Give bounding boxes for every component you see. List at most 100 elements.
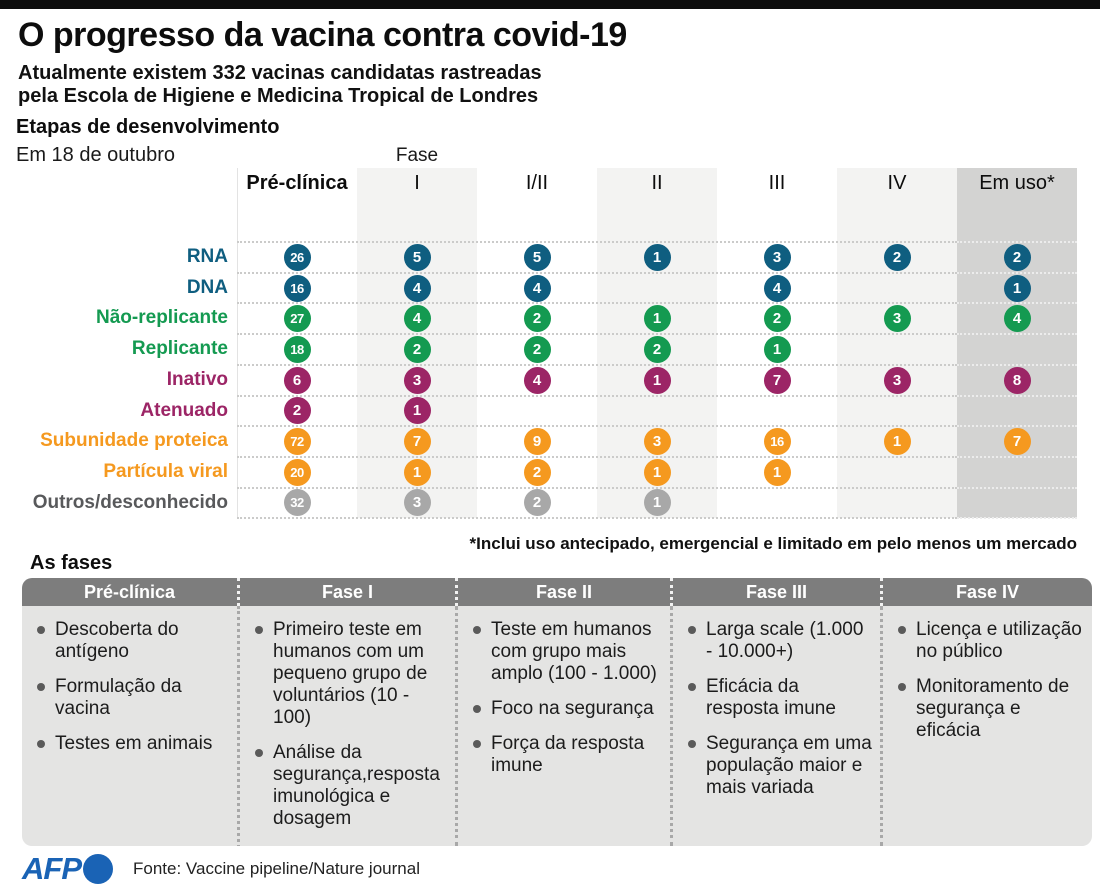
row-separator xyxy=(237,302,957,305)
phase-bullet: Teste em humanos com grupo mais amplo (1… xyxy=(470,619,662,685)
count-badge: 2 xyxy=(643,335,671,363)
phase-column-body: Teste em humanos com grupo mais amplo (1… xyxy=(455,606,670,846)
row-separator xyxy=(957,363,1077,366)
column-header: I xyxy=(414,172,420,194)
count-badge: 1 xyxy=(403,458,431,486)
count-badge: 4 xyxy=(403,274,431,302)
count-badge: 2 xyxy=(403,335,431,363)
count-badge: 16 xyxy=(283,274,311,302)
row-separator xyxy=(237,486,957,489)
phase-column-body: Larga scale (1.000 - 10.000+) Eficácia da… xyxy=(670,606,880,846)
footer: AFP Fonte: Vaccine pipeline/Nature journ… xyxy=(22,851,420,886)
row-separator xyxy=(957,394,1077,397)
count-badge: 72 xyxy=(283,428,311,455)
row-label: DNA xyxy=(186,276,228,298)
row-separator xyxy=(237,425,957,428)
count-badge: 3 xyxy=(883,305,911,333)
count-badge: 8 xyxy=(1003,366,1031,394)
date-label: Em 18 de outubro xyxy=(16,144,175,166)
count-badge: 4 xyxy=(763,274,791,302)
phase-column-body: Descoberta do antígeno Formulação da vaci… xyxy=(22,606,237,846)
phase-column-header: Fase III xyxy=(670,578,880,606)
phase-bullet: Eficácia da resposta imune xyxy=(685,676,872,720)
count-badge: 2 xyxy=(523,335,551,363)
afp-logo-text: AFP xyxy=(22,851,82,886)
count-badge: 1 xyxy=(763,458,791,486)
count-badge: 18 xyxy=(283,335,311,363)
phase-bullet: Descoberta do antígeno xyxy=(34,619,229,663)
row-separator xyxy=(957,302,1077,305)
matrix-left-edge xyxy=(237,168,238,518)
section-title: Etapas de desenvolvimento xyxy=(16,116,280,138)
subtitle: Atualmente existem 332 vacinas candidata… xyxy=(18,62,542,108)
count-badge: 2 xyxy=(763,305,791,333)
column-header: Pré-clínica xyxy=(246,172,348,194)
row-separator xyxy=(237,394,957,397)
footnote: *Inclui uso antecipado, emergencial e li… xyxy=(469,534,1077,553)
count-badge: 2 xyxy=(283,397,311,425)
phase-column-body: Primeiro teste em humanos com um pequeno… xyxy=(237,606,455,846)
count-badge: 3 xyxy=(403,489,431,517)
phase-column: Fase I Primeiro teste em humanos com um p… xyxy=(237,578,455,846)
count-badge: 6 xyxy=(283,366,311,394)
phase-column-header: Pré-clínica xyxy=(22,578,237,606)
row-label: Não-replicante xyxy=(96,307,228,329)
count-badge: 3 xyxy=(883,366,911,394)
phase-bullet: Formulação da vacina xyxy=(34,676,229,720)
count-badge: 2 xyxy=(1003,243,1031,271)
column-header: III xyxy=(768,172,786,194)
count-badge: 1 xyxy=(763,335,791,363)
count-badge: 4 xyxy=(1003,305,1031,333)
phase-axis-label: Fase xyxy=(395,145,439,166)
count-badge: 7 xyxy=(1003,428,1031,455)
count-badge: 2 xyxy=(523,458,551,486)
source-text: Fonte: Vaccine pipeline/Nature journal xyxy=(133,859,420,878)
count-badge: 5 xyxy=(403,243,431,271)
row-separator xyxy=(237,333,957,336)
row-label: Subunidade proteica xyxy=(40,430,228,452)
row-label: Outros/desconhecido xyxy=(32,491,228,513)
count-badge: 7 xyxy=(763,366,791,394)
column-header: I/II xyxy=(525,172,549,194)
row-separator xyxy=(237,517,957,520)
count-badge: 1 xyxy=(643,243,671,271)
row-separator xyxy=(957,333,1077,336)
phase-bullet: Licença e utilização no público xyxy=(895,619,1084,663)
count-badge: 1 xyxy=(643,489,671,517)
subtitle-line-1: Atualmente existem 332 vacinas candidata… xyxy=(18,62,542,84)
row-separator xyxy=(957,517,1077,520)
row-separator xyxy=(237,363,957,366)
count-badge: 1 xyxy=(643,458,671,486)
phase-column: Fase IV Licença e utilização no público Mo… xyxy=(880,578,1092,846)
phase-bullet: Segurança em uma população maior e mais … xyxy=(685,733,872,799)
count-badge: 2 xyxy=(523,489,551,517)
count-badge: 3 xyxy=(763,243,791,271)
phase-matrix: Fase Pré-clínica I I/II II III IV Em uso* RNA 26 5… xyxy=(32,145,1077,520)
row-separator xyxy=(957,455,1077,458)
count-badge: 4 xyxy=(523,274,551,302)
count-badge: 4 xyxy=(523,366,551,394)
column-header: IV xyxy=(887,172,907,194)
phase-column-header: Fase IV xyxy=(880,578,1092,606)
count-badge: 2 xyxy=(523,305,551,333)
column-band-em-uso xyxy=(957,168,1077,518)
count-badge: 3 xyxy=(403,366,431,394)
phase-column-body: Licença e utilização no público Monitoram… xyxy=(880,606,1092,846)
count-badge: 1 xyxy=(883,428,911,455)
count-badge: 32 xyxy=(283,489,311,517)
phases-panel: Pré-clínica Descoberta do antígeno Formula… xyxy=(22,578,1092,846)
count-badge: 16 xyxy=(763,428,791,455)
phase-bullet: Análise da segurança,resposta imunológic… xyxy=(252,742,447,830)
phase-column-header: Fase II xyxy=(455,578,670,606)
phase-bullet: Monitoramento de segurança e eficácia xyxy=(895,676,1084,742)
afp-globe-icon xyxy=(83,854,113,884)
column-header: II xyxy=(651,172,663,194)
phase-bullet: Testes em animais xyxy=(34,733,229,755)
count-badge: 4 xyxy=(403,305,431,333)
count-badge: 9 xyxy=(523,428,551,455)
row-label: Replicante xyxy=(131,338,228,360)
row-separator xyxy=(237,241,957,243)
count-badge: 5 xyxy=(523,243,551,271)
phase-column: Pré-clínica Descoberta do antígeno Formula… xyxy=(22,578,237,846)
count-badge: 1 xyxy=(1003,274,1031,302)
